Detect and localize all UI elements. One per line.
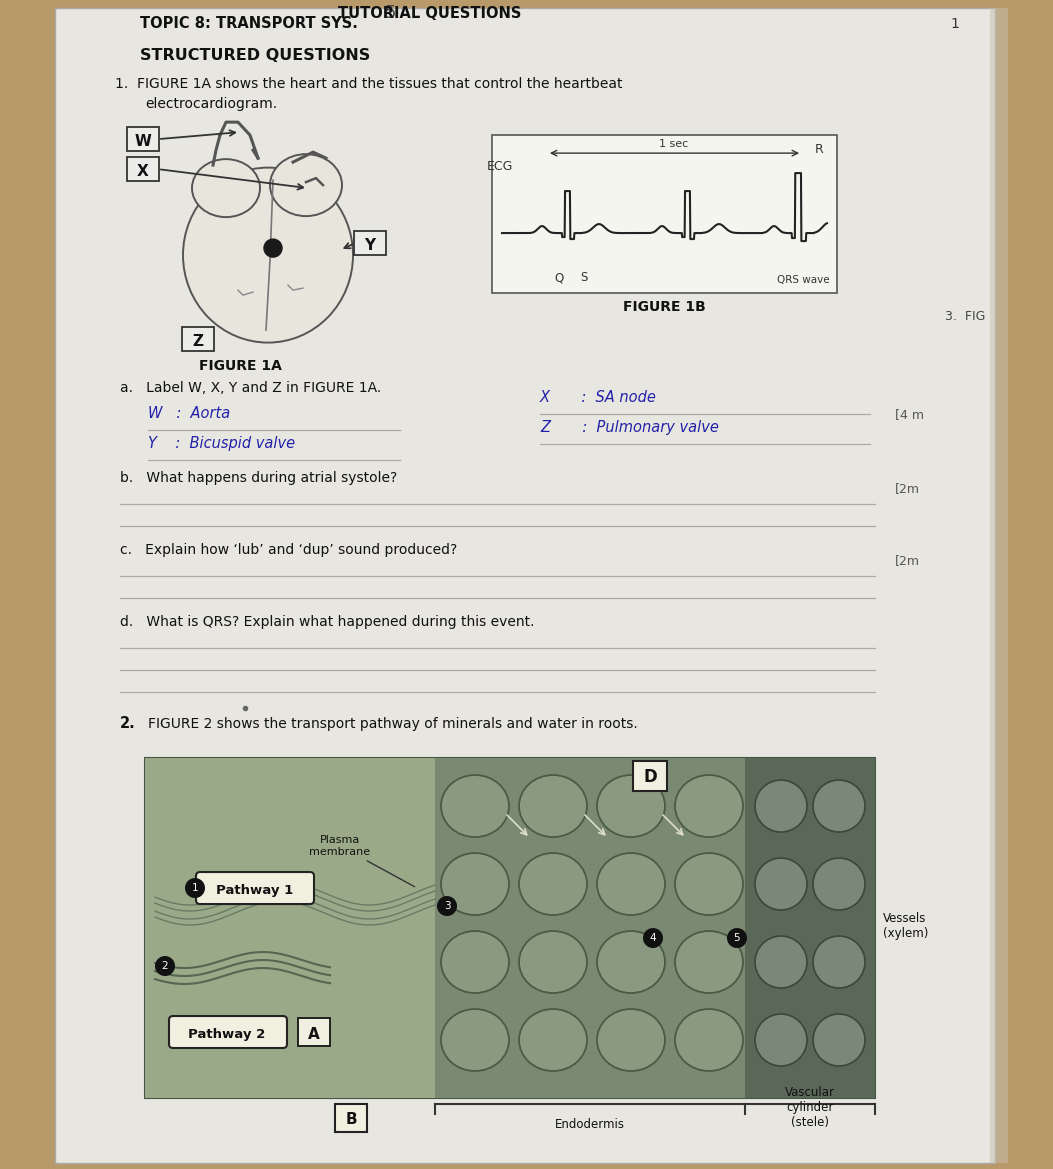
Text: a.   Label W, X, Y and Z in FIGURE 1A.: a. Label W, X, Y and Z in FIGURE 1A. bbox=[120, 381, 381, 395]
Text: Pathway 1: Pathway 1 bbox=[216, 884, 294, 897]
Ellipse shape bbox=[675, 931, 743, 992]
Text: b.   What happens during atrial systole?: b. What happens during atrial systole? bbox=[120, 471, 397, 485]
Text: 1: 1 bbox=[192, 883, 198, 893]
Text: TOPIC 8: TRANSPORT SYS.: TOPIC 8: TRANSPORT SYS. bbox=[140, 16, 358, 32]
Text: X: X bbox=[137, 164, 148, 179]
Text: Y    :  Bicuspid valve: Y : Bicuspid valve bbox=[148, 436, 295, 451]
FancyBboxPatch shape bbox=[168, 1016, 287, 1049]
Ellipse shape bbox=[813, 858, 865, 909]
Ellipse shape bbox=[192, 159, 260, 217]
Bar bbox=[55, 8, 995, 1163]
Text: Vessels
(xylem): Vessels (xylem) bbox=[883, 912, 929, 940]
Ellipse shape bbox=[813, 936, 865, 988]
FancyBboxPatch shape bbox=[335, 1104, 367, 1132]
FancyBboxPatch shape bbox=[182, 327, 214, 351]
Ellipse shape bbox=[441, 853, 509, 915]
Text: [4 m: [4 m bbox=[895, 408, 923, 421]
Ellipse shape bbox=[597, 1009, 665, 1071]
Ellipse shape bbox=[519, 775, 587, 837]
Ellipse shape bbox=[755, 858, 807, 909]
Text: 5: 5 bbox=[734, 933, 740, 943]
Ellipse shape bbox=[441, 1009, 509, 1071]
Text: 1: 1 bbox=[950, 18, 959, 32]
FancyBboxPatch shape bbox=[354, 231, 386, 255]
Text: 1.  FIGURE 1A shows the heart and the tissues that control the heartbeat: 1. FIGURE 1A shows the heart and the tis… bbox=[115, 77, 622, 91]
Text: [2m: [2m bbox=[895, 554, 920, 567]
Circle shape bbox=[185, 878, 205, 898]
Circle shape bbox=[264, 240, 282, 257]
Ellipse shape bbox=[675, 853, 743, 915]
Text: FIGURE 1A: FIGURE 1A bbox=[199, 359, 281, 373]
Text: ECG: ECG bbox=[486, 160, 514, 173]
Text: X       :  SA node: X : SA node bbox=[540, 390, 657, 406]
Ellipse shape bbox=[813, 780, 865, 832]
Ellipse shape bbox=[183, 167, 353, 343]
Text: D: D bbox=[643, 768, 657, 786]
Circle shape bbox=[155, 956, 175, 976]
Text: 4: 4 bbox=[650, 933, 656, 943]
Ellipse shape bbox=[441, 775, 509, 837]
Text: 5: 5 bbox=[384, 5, 396, 22]
Text: Q: Q bbox=[554, 271, 563, 284]
Text: Z: Z bbox=[193, 333, 203, 348]
Bar bbox=[746, 758, 875, 1098]
FancyBboxPatch shape bbox=[127, 127, 159, 151]
Text: Z       :  Pulmonary valve: Z : Pulmonary valve bbox=[540, 420, 719, 435]
Bar bbox=[145, 758, 875, 1098]
Ellipse shape bbox=[755, 936, 807, 988]
Bar bbox=[492, 136, 837, 293]
Ellipse shape bbox=[597, 931, 665, 992]
Circle shape bbox=[437, 895, 457, 916]
Text: d.   What is QRS? Explain what happened during this event.: d. What is QRS? Explain what happened du… bbox=[120, 615, 535, 629]
Ellipse shape bbox=[597, 853, 665, 915]
Bar bbox=[990, 8, 1008, 1163]
Bar bbox=[435, 758, 746, 1098]
Text: W: W bbox=[135, 133, 152, 148]
Text: R: R bbox=[815, 143, 823, 157]
Ellipse shape bbox=[755, 780, 807, 832]
Text: Plasma
membrane: Plasma membrane bbox=[310, 835, 415, 887]
Text: 1 sec: 1 sec bbox=[659, 139, 689, 150]
Text: 3: 3 bbox=[443, 901, 451, 911]
Ellipse shape bbox=[519, 853, 587, 915]
Ellipse shape bbox=[675, 1009, 743, 1071]
Text: c.   Explain how ‘lub’ and ‘dup’ sound produced?: c. Explain how ‘lub’ and ‘dup’ sound pro… bbox=[120, 544, 457, 558]
Circle shape bbox=[727, 928, 747, 948]
Text: B: B bbox=[345, 1112, 357, 1127]
Text: QRS wave: QRS wave bbox=[777, 275, 830, 285]
Text: Vascular
cylinder
(stele): Vascular cylinder (stele) bbox=[784, 1086, 835, 1129]
Ellipse shape bbox=[441, 931, 509, 992]
Text: 2: 2 bbox=[162, 961, 168, 971]
Ellipse shape bbox=[270, 154, 342, 216]
Ellipse shape bbox=[813, 1014, 865, 1066]
Text: TUTORIAL QUESTIONS: TUTORIAL QUESTIONS bbox=[338, 6, 521, 21]
Text: W   :  Aorta: W : Aorta bbox=[148, 406, 231, 421]
FancyBboxPatch shape bbox=[633, 761, 667, 791]
Ellipse shape bbox=[519, 1009, 587, 1071]
Text: FIGURE 1B: FIGURE 1B bbox=[623, 300, 706, 314]
FancyBboxPatch shape bbox=[298, 1018, 330, 1046]
Text: STRUCTURED QUESTIONS: STRUCTURED QUESTIONS bbox=[140, 48, 371, 63]
Circle shape bbox=[643, 928, 663, 948]
Text: FIGURE 2 shows the transport pathway of minerals and water in roots.: FIGURE 2 shows the transport pathway of … bbox=[148, 717, 638, 731]
Text: A: A bbox=[309, 1026, 320, 1042]
FancyBboxPatch shape bbox=[127, 157, 159, 181]
Text: 3.  FIG: 3. FIG bbox=[945, 310, 986, 323]
Text: Endodermis: Endodermis bbox=[555, 1118, 625, 1130]
Text: Y: Y bbox=[364, 237, 376, 253]
Text: S: S bbox=[580, 271, 588, 284]
Text: Pathway 2: Pathway 2 bbox=[188, 1028, 265, 1040]
Text: electrocardiogram.: electrocardiogram. bbox=[145, 97, 277, 111]
FancyBboxPatch shape bbox=[196, 872, 314, 904]
Bar bbox=[145, 758, 435, 1098]
Text: 2.: 2. bbox=[120, 717, 136, 731]
Ellipse shape bbox=[519, 931, 587, 992]
Text: [2m: [2m bbox=[895, 482, 920, 496]
Ellipse shape bbox=[755, 1014, 807, 1066]
Ellipse shape bbox=[675, 775, 743, 837]
Ellipse shape bbox=[597, 775, 665, 837]
